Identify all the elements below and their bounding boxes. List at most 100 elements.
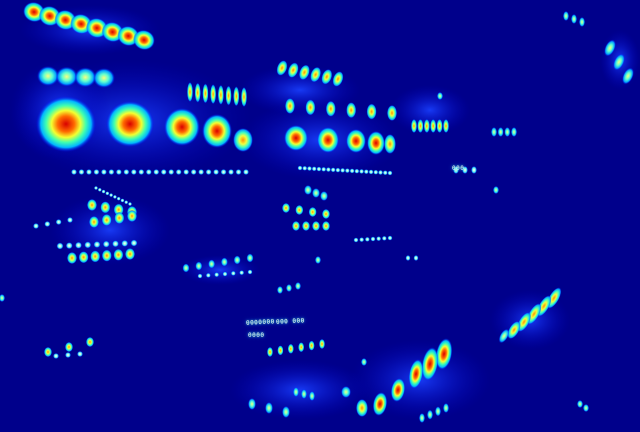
glow-spot	[571, 14, 577, 24]
glow-spot	[67, 252, 77, 264]
glow-spot	[311, 166, 317, 172]
glow-spot	[316, 166, 322, 172]
glow-spot	[378, 169, 384, 175]
glow-spot	[220, 257, 228, 267]
glow-spot	[387, 235, 393, 241]
glow-spot	[105, 191, 110, 196]
medium-spot	[367, 131, 385, 155]
glow-spot	[308, 340, 315, 351]
glow-spot	[102, 240, 110, 248]
glow-spot	[222, 271, 228, 277]
glow-spot	[286, 284, 292, 292]
glow-spot	[577, 400, 583, 408]
glow-spot	[225, 85, 232, 106]
glow-spot	[277, 286, 283, 294]
glow-spot	[220, 169, 227, 175]
glow-spot	[491, 127, 497, 137]
glow-spot	[123, 169, 130, 175]
glow-spot	[124, 200, 129, 205]
glow-spot	[359, 237, 365, 243]
glow-spot	[453, 166, 459, 174]
glow-spot	[114, 212, 125, 224]
glow-spot	[370, 236, 376, 242]
small-spot	[493, 186, 499, 194]
glow-spot	[130, 169, 137, 175]
right-spot	[507, 320, 521, 340]
glow-spot	[305, 99, 316, 116]
glow-spot	[297, 165, 303, 171]
glow-spot	[381, 235, 387, 241]
bottom-hot-spot	[421, 347, 439, 381]
large-hot-spot	[233, 128, 253, 152]
glow-spot	[214, 272, 220, 278]
glow-spot	[101, 189, 106, 194]
glow-spot	[353, 237, 359, 243]
glow-spot	[436, 119, 443, 133]
glow-spot	[190, 169, 197, 175]
glow-spot	[67, 217, 73, 223]
glow-spot	[168, 169, 175, 175]
glow-spot	[112, 240, 119, 248]
glow-spot	[183, 169, 190, 175]
glow-spot	[359, 168, 365, 174]
glow-spot	[504, 127, 511, 137]
large-hot-spot	[164, 108, 200, 146]
glow-spot	[335, 167, 341, 173]
glow-spot	[100, 201, 111, 214]
large-hot-spot	[106, 101, 154, 147]
bottom-hot-spot	[372, 392, 388, 416]
glow-spot	[373, 169, 379, 175]
large-hot-spot	[202, 114, 232, 148]
glow-spot	[116, 196, 121, 201]
glow-spot	[325, 100, 336, 117]
glow-spot	[443, 119, 449, 133]
glow-spot	[287, 62, 299, 78]
glow-spot	[195, 261, 203, 271]
glow-spot	[65, 242, 73, 250]
glow-spot	[295, 205, 304, 215]
glow-spot	[115, 169, 122, 175]
glow-spot	[87, 199, 97, 211]
glow-spot	[56, 242, 64, 250]
glow-spot	[233, 255, 241, 265]
glow-spot	[182, 263, 190, 273]
glow-spot	[248, 398, 256, 410]
glow-spot	[583, 404, 589, 412]
glow-spot	[217, 84, 224, 105]
glow-spot	[413, 255, 419, 261]
bottom-hot-spot	[356, 399, 368, 417]
glow-spot	[94, 186, 98, 190]
glow-spot	[74, 67, 97, 88]
glow-spot	[382, 170, 388, 176]
glow-spot	[198, 169, 205, 175]
medium-spot	[384, 134, 396, 154]
glow-spot	[292, 221, 300, 231]
glow-spot	[282, 406, 290, 418]
glow-spot	[213, 169, 220, 175]
glow-spot	[71, 169, 77, 175]
glow-spot	[210, 84, 217, 105]
glow-spot	[228, 169, 235, 175]
bottom-hot-spot	[435, 338, 453, 370]
glow-spot	[298, 342, 305, 353]
glow-spot	[101, 249, 112, 262]
glow-spot	[239, 270, 245, 276]
glow-spot	[93, 241, 101, 248]
glow-spot	[109, 193, 114, 198]
small-spot	[0, 294, 5, 302]
glow-spot	[230, 270, 236, 276]
glow-spot	[330, 167, 336, 173]
glow-spot	[462, 166, 468, 174]
glow-spot	[302, 165, 308, 171]
bottom-hot-spot	[341, 386, 351, 398]
glow-spot	[241, 87, 247, 107]
glow-spot	[93, 169, 100, 175]
glow-spot	[405, 255, 411, 261]
glow-spot	[75, 241, 82, 249]
glow-spot	[78, 251, 89, 264]
glow-spot	[128, 202, 132, 206]
glow-spot	[153, 169, 160, 175]
glow-spot	[321, 166, 327, 172]
glow-spot	[308, 207, 317, 217]
glow-spot	[77, 351, 83, 357]
